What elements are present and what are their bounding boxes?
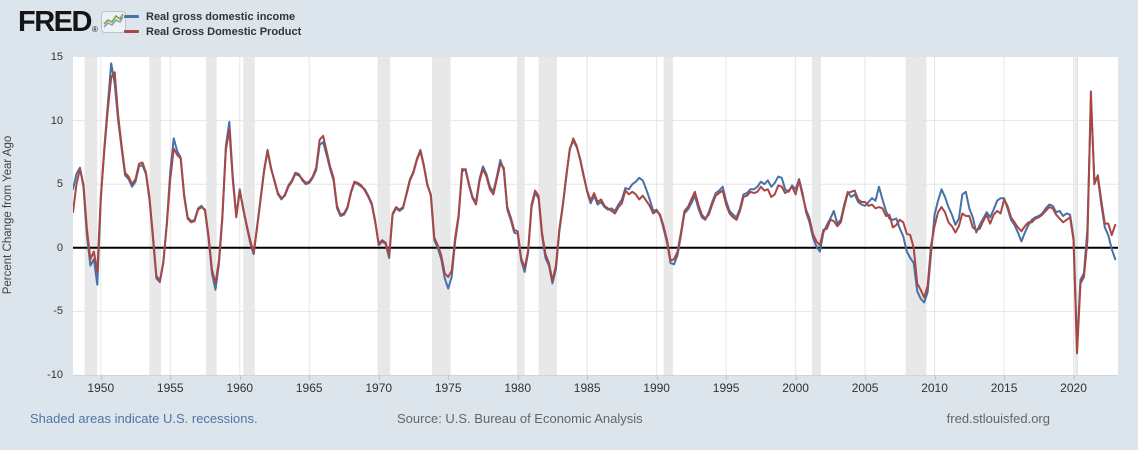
x-tick-mark [1073, 375, 1075, 380]
plot-area[interactable] [73, 57, 1118, 375]
fred-site-link[interactable]: fred.stlouisfed.org [946, 411, 1050, 426]
fred-logo[interactable]: FRED ® [18, 6, 126, 38]
y-tick-label: 5 [56, 178, 63, 191]
x-tick-mark [934, 375, 936, 380]
x-tick-label: 1985 [573, 381, 601, 395]
x-tick-mark [795, 375, 797, 380]
x-tick-mark [656, 375, 658, 380]
legend-line-swatch [124, 15, 139, 18]
x-tick-mark [1004, 375, 1006, 380]
x-tick-label: 2005 [851, 381, 879, 395]
x-tick-mark [726, 375, 728, 380]
x-tick-label: 2010 [921, 381, 948, 395]
x-tick-label: 1980 [504, 381, 532, 395]
chart-legend: Real gross domestic income Real Gross Dom… [124, 9, 301, 39]
x-tick-label: 2015 [990, 381, 1018, 395]
x-tick-label: 2000 [782, 381, 809, 395]
x-tick-label: 1995 [712, 381, 740, 395]
y-tick-label: 0 [56, 241, 63, 254]
x-tick-mark [587, 375, 589, 380]
x-tick-mark [378, 375, 380, 380]
x-tick-mark [170, 375, 172, 380]
x-tick-mark [239, 375, 241, 380]
x-tick-label: 1950 [87, 381, 115, 395]
legend-label: Real gross domestic income [146, 10, 296, 23]
recession-note-link[interactable]: Shaded areas indicate U.S. recessions. [30, 411, 258, 426]
legend-item: Real Gross Domestic Product [124, 24, 301, 39]
x-axis-line [73, 375, 1118, 376]
x-tick-mark [309, 375, 311, 380]
fred-sparkline-icon [100, 11, 126, 33]
x-tick-label: 1960 [226, 381, 254, 395]
x-tick-label: 1965 [295, 381, 323, 395]
y-tick-label: 15 [50, 51, 63, 63]
x-tick-mark [448, 375, 450, 380]
x-tick-mark [100, 375, 102, 380]
legend-label: Real Gross Domestic Product [146, 25, 302, 38]
x-tick-label: 1990 [643, 381, 670, 395]
legend-line-swatch [124, 30, 139, 33]
y-tick-label: -10 [47, 369, 63, 381]
x-tick-mark [517, 375, 519, 380]
x-tick-mark [865, 375, 867, 380]
x-tick-label: 2020 [1060, 381, 1087, 395]
x-tick-label: 1975 [434, 381, 462, 395]
source-label: Source: U.S. Bureau of Economic Analysis [397, 411, 643, 426]
x-tick-label: 1955 [156, 381, 184, 395]
x-tick-label: 1970 [365, 381, 393, 395]
y-tick-label: -5 [53, 305, 63, 318]
registered-mark: ® [91, 25, 98, 34]
y-tick-label: 10 [50, 114, 63, 127]
fred-logo-text: FRED [18, 6, 92, 38]
legend-item: Real gross domestic income [124, 9, 301, 24]
